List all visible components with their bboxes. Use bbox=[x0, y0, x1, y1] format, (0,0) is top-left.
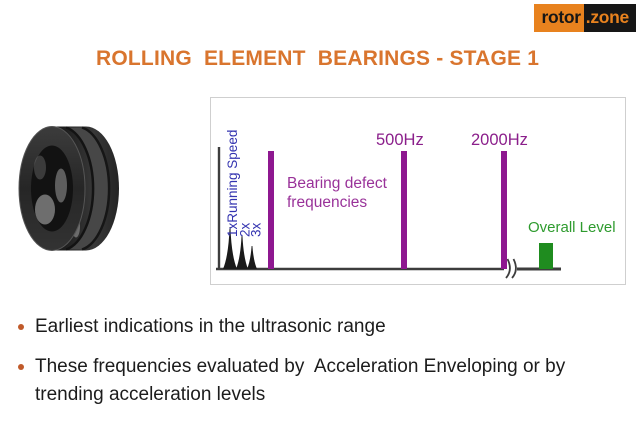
running-speed-label: 1xRunning Speed bbox=[225, 130, 240, 237]
slide-title: ROLLING ELEMENT BEARINGS - STAGE 1 bbox=[96, 47, 540, 70]
bullet-text-1: Earliest indications in the ultrasonic r… bbox=[35, 316, 386, 337]
bearing-groove bbox=[66, 127, 110, 250]
axis-break-icon bbox=[511, 258, 517, 279]
bullet-dot-icon bbox=[18, 324, 24, 330]
harmonic-3x-label: 3x bbox=[249, 222, 264, 237]
spectrum-chart-panel: 1xRunning Speed 2x 3x Bearing defect fre… bbox=[210, 97, 626, 285]
bearing-photo bbox=[18, 126, 119, 251]
defect-frequency-bar-500hz bbox=[401, 151, 407, 269]
list-item: Earliest indications in the ultrasonic r… bbox=[16, 313, 594, 342]
bullet-list: Earliest indications in the ultrasonic r… bbox=[16, 313, 594, 421]
harmonic-2x-label: 2x bbox=[238, 222, 253, 237]
rotor-zone-logo: rotor .zone bbox=[534, 4, 636, 32]
logo-zone-text: .zone bbox=[583, 4, 636, 32]
logo-rotor-text: rotor bbox=[534, 4, 584, 32]
defect-frequency-bar-2000hz bbox=[501, 151, 507, 269]
freq-label-2000hz: 2000Hz bbox=[471, 131, 528, 149]
overall-level-label: Overall Level bbox=[528, 219, 616, 236]
running-speed-peak-2x bbox=[236, 235, 248, 269]
running-speed-peak-3x bbox=[247, 246, 257, 269]
defect-frequencies-annotation-line1: Bearing defect bbox=[287, 175, 388, 192]
bullet-text-2: These frequencies evaluated by Accelerat… bbox=[35, 355, 571, 406]
defect-frequencies-annotation-line2: frequencies bbox=[287, 194, 367, 211]
freq-label-500hz: 500Hz bbox=[376, 131, 424, 149]
overall-level-bar bbox=[539, 243, 553, 269]
running-speed-peak-1x bbox=[223, 227, 237, 269]
bullet-dot-icon bbox=[18, 363, 24, 370]
list-item: These frequencies evaluated by Accelerat… bbox=[16, 353, 594, 410]
spectrum-chart: 1xRunning Speed 2x 3x Bearing defect fre… bbox=[216, 130, 616, 279]
defect-frequency-bar-1 bbox=[268, 151, 274, 269]
axis-break-icon bbox=[505, 258, 511, 279]
